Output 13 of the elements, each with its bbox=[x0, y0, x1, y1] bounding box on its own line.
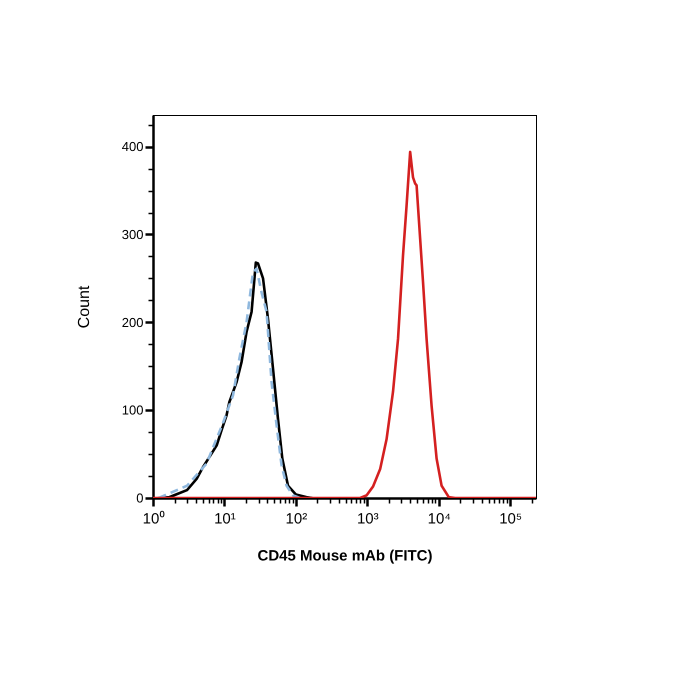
x-tick-label: 10⁵ bbox=[499, 510, 522, 528]
y-tick-label: 100 bbox=[122, 402, 144, 418]
y-axis-title: Count bbox=[76, 285, 93, 328]
x-axis-title: CD45 Mouse mAb (FITC) bbox=[257, 548, 433, 564]
y-tick-label: 200 bbox=[122, 314, 144, 330]
y-tick-label: 300 bbox=[122, 226, 144, 242]
x-tick-label: 10⁰ bbox=[142, 510, 164, 528]
x-tick-label: 10³ bbox=[356, 510, 379, 528]
y-tick-label: 400 bbox=[122, 139, 144, 154]
x-tick-label: 10⁴ bbox=[428, 510, 451, 528]
x-tick-label: 10² bbox=[286, 510, 308, 528]
y-tick-label: 0 bbox=[136, 490, 144, 506]
x-tick-label: 10¹ bbox=[214, 510, 236, 528]
